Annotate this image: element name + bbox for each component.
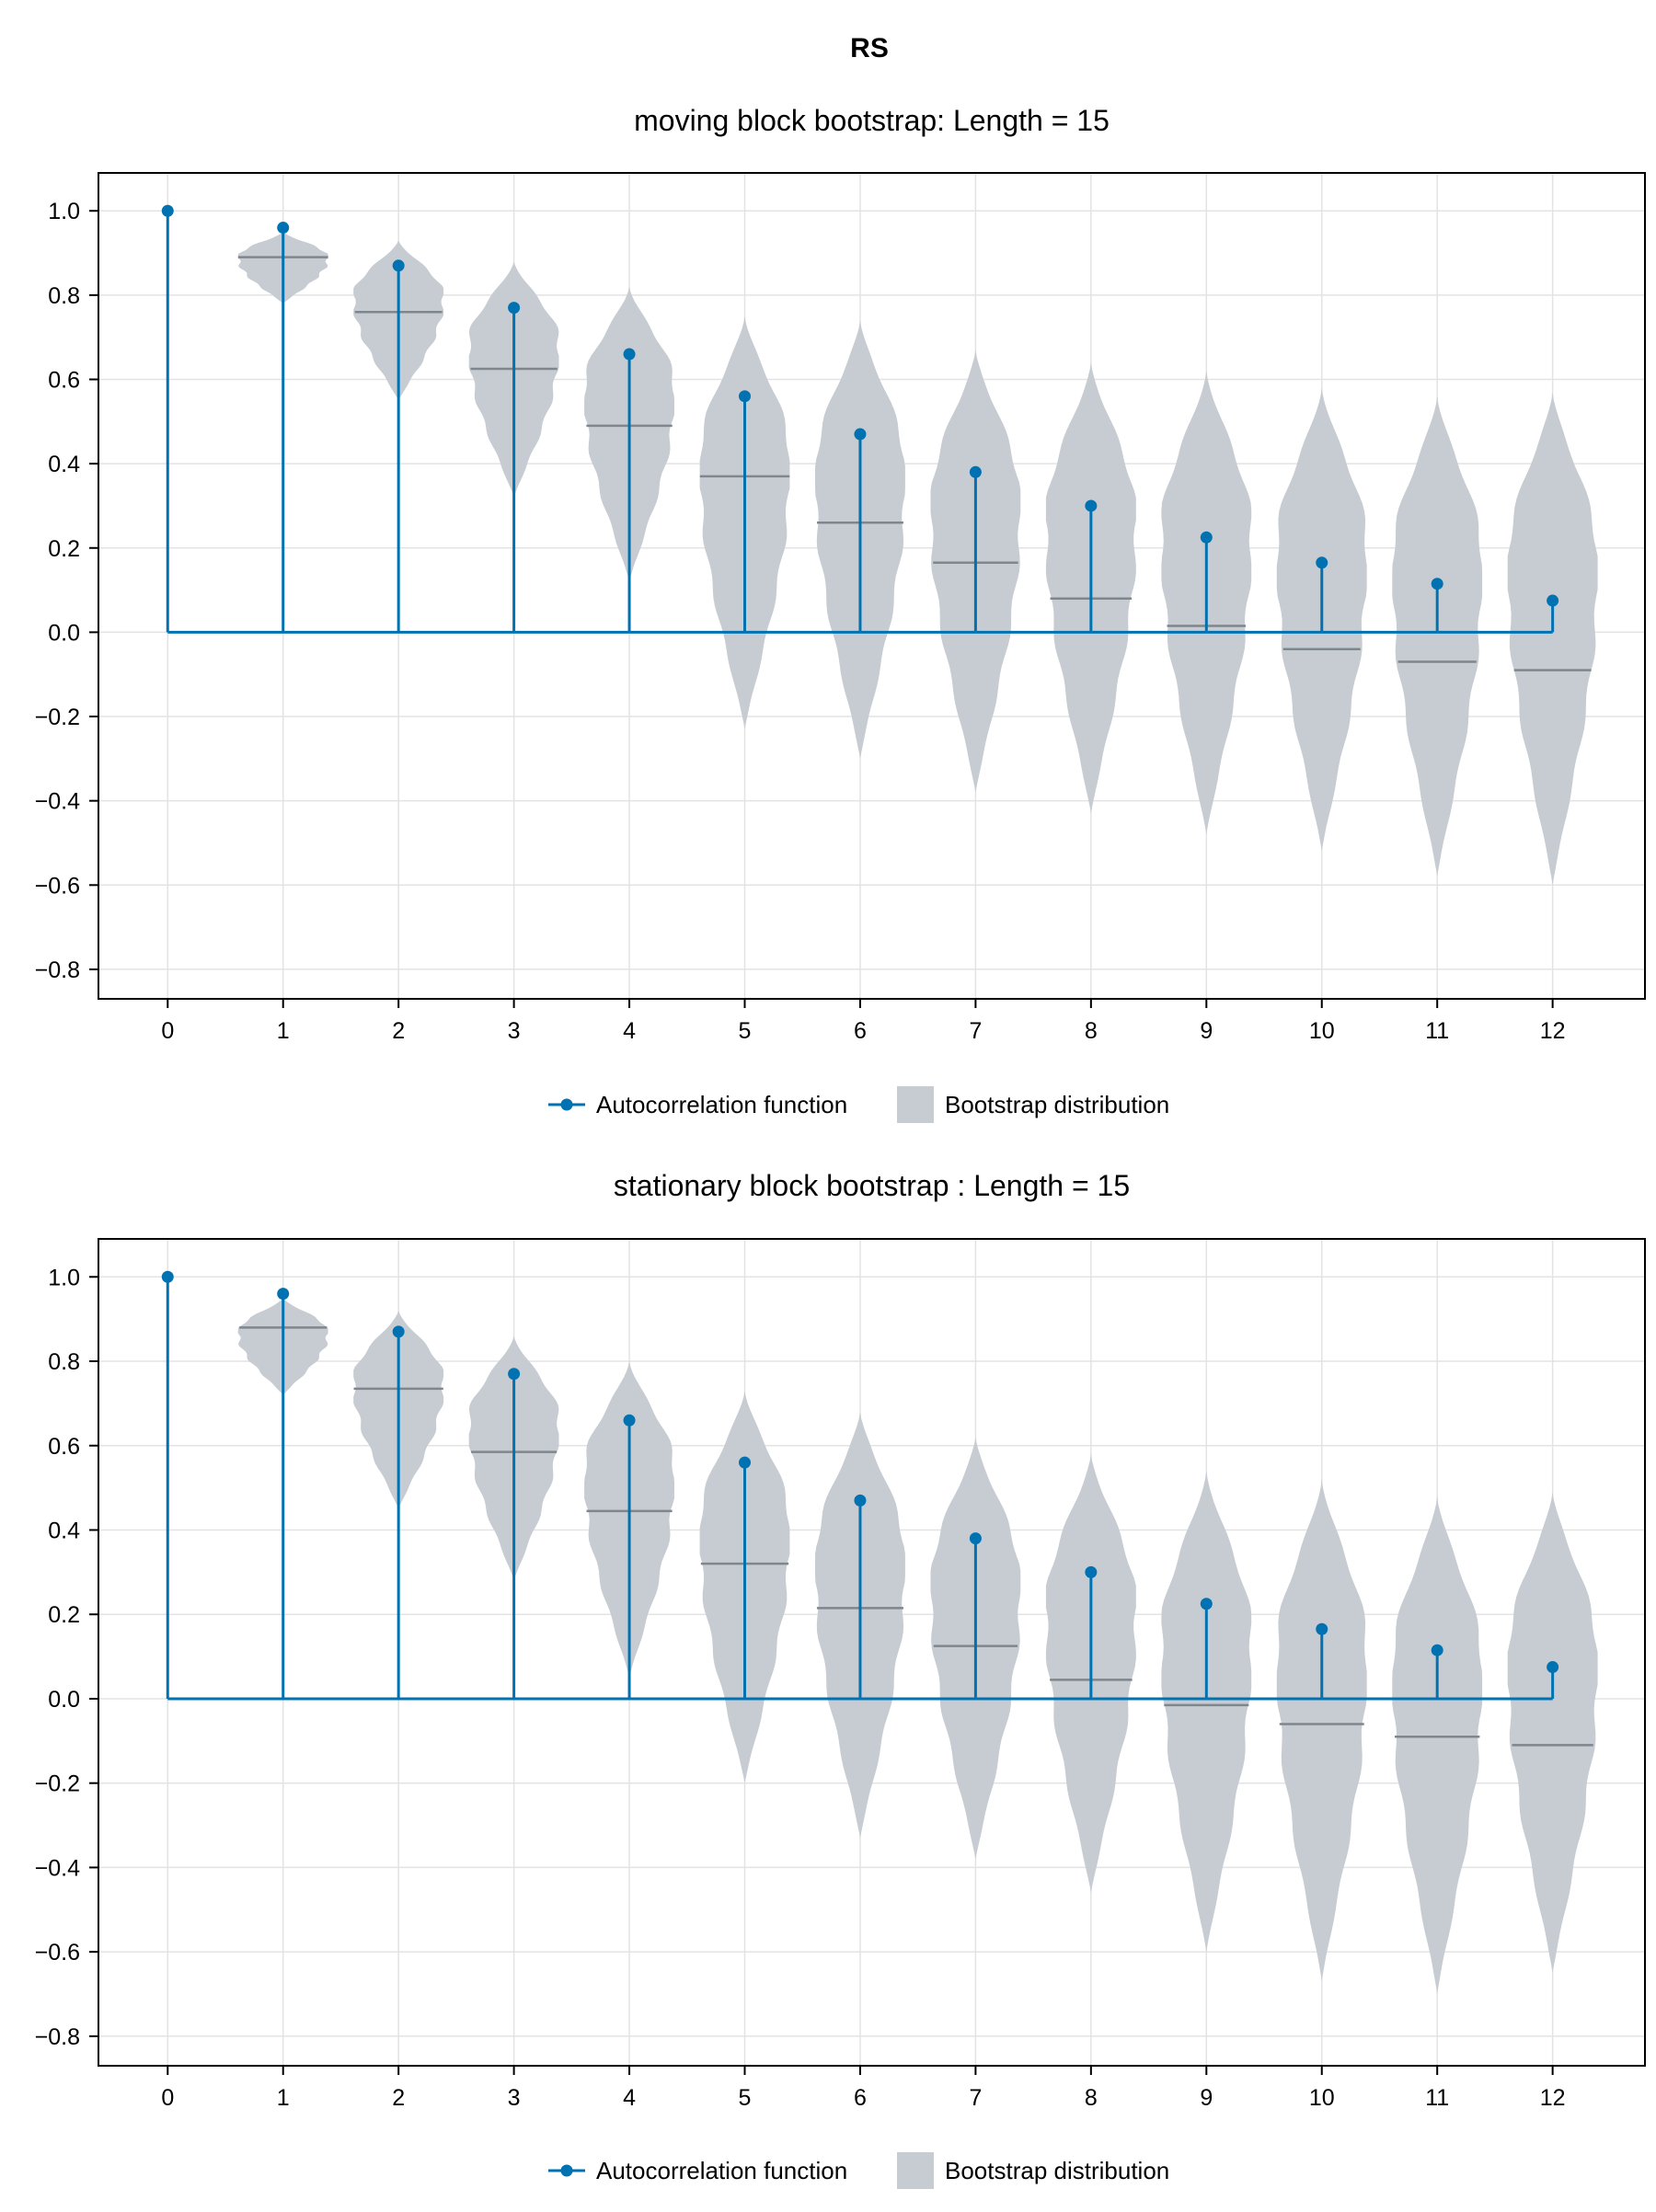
violin-lag-12 <box>1507 392 1598 886</box>
x-tick-label: 3 <box>508 2085 521 2111</box>
acf-point-lag-7 <box>969 465 982 478</box>
x-tick-label: 10 <box>1309 1018 1335 1044</box>
x-tick-label: 8 <box>1085 2085 1098 2111</box>
acf-point-lag-4 <box>623 1414 636 1427</box>
x-tick-label: 0 <box>161 2085 174 2111</box>
acf-point-lag-2 <box>392 1325 405 1338</box>
x-tick-label: 0 <box>161 1018 174 1044</box>
y-tick-label: 0.4 <box>48 1518 80 1543</box>
violin-lag-12 <box>1507 1492 1598 1974</box>
y-tick-label: −0.2 <box>35 705 80 730</box>
y-tick-label: 0.2 <box>48 536 80 562</box>
acf-point-lag-5 <box>739 1456 752 1469</box>
x-tick-label: 1 <box>277 2085 290 2111</box>
y-tick-label: −0.6 <box>35 873 80 899</box>
panel-title: stationary block bootstrap : Length = 15 <box>614 1169 1130 1202</box>
acf-point-lag-0 <box>161 204 174 217</box>
acf-point-lag-0 <box>161 1270 174 1283</box>
y-tick-label: 1.0 <box>48 1265 80 1290</box>
legend: Autocorrelation function Bootstrap distri… <box>548 2152 1169 2189</box>
legend-acf-marker <box>560 2164 573 2177</box>
x-tick-label: 12 <box>1540 1018 1566 1044</box>
y-tick-label: 0.2 <box>48 1602 80 1628</box>
x-tick-label: 7 <box>969 2085 982 2111</box>
acf-point-lag-12 <box>1547 594 1559 607</box>
legend-label-bootstrap: Bootstrap distribution <box>945 1091 1169 1118</box>
x-tick-label: 4 <box>623 1018 636 1044</box>
x-tick-label: 6 <box>854 2085 867 2111</box>
chart-panel-moving-block: moving block bootstrap: Length = 150 1 2 3 4… <box>35 104 1646 1123</box>
y-tick-label: 0.8 <box>48 1349 80 1375</box>
acf-point-lag-10 <box>1316 556 1328 569</box>
x-tick-label: 5 <box>739 2085 752 2111</box>
x-tick-label: 9 <box>1200 2085 1213 2111</box>
x-tick-label: 2 <box>392 1018 405 1044</box>
acf-point-lag-8 <box>1085 499 1098 512</box>
x-tick-label: 10 <box>1309 2085 1335 2111</box>
y-tick-label: −0.2 <box>35 1771 80 1797</box>
x-tick-label: 12 <box>1540 2085 1566 2111</box>
legend-bootstrap-swatch <box>897 1086 934 1123</box>
chart-panel-stationary-block: stationary block bootstrap : Length = 15… <box>35 1169 1646 2189</box>
y-tick-label: 0.6 <box>48 368 80 394</box>
acf-point-lag-7 <box>969 1532 982 1545</box>
y-tick-label: −0.4 <box>35 1855 80 1881</box>
acf-point-lag-11 <box>1431 578 1443 590</box>
acf-point-lag-1 <box>277 222 290 235</box>
plot-frame <box>98 172 1646 1000</box>
y-tick-label: −0.8 <box>35 957 80 983</box>
x-tick-label: 7 <box>969 1018 982 1044</box>
panel-title: moving block bootstrap: Length = 15 <box>634 104 1110 137</box>
legend-acf-marker <box>560 1098 573 1111</box>
plot-frame <box>98 1238 1646 2067</box>
figure-title: RS <box>850 33 889 63</box>
y-tick-label: 0.4 <box>48 452 80 477</box>
x-tick-label: 5 <box>739 1018 752 1044</box>
violin-lag-9 <box>1161 1471 1252 1953</box>
legend-label-acf: Autocorrelation function <box>596 1091 847 1118</box>
acf-point-lag-4 <box>623 348 636 361</box>
violin-lag-11 <box>1392 1496 1483 1994</box>
legend: Autocorrelation function Bootstrap distri… <box>548 1086 1169 1123</box>
y-tick-label: −0.6 <box>35 1940 80 1966</box>
acf-point-lag-10 <box>1316 1622 1328 1635</box>
acf-point-lag-3 <box>508 1368 521 1381</box>
x-tick-label: 1 <box>277 1018 290 1044</box>
y-tick-label: −0.8 <box>35 2024 80 2050</box>
acf-point-lag-2 <box>392 259 405 272</box>
y-tick-label: 1.0 <box>48 199 80 224</box>
acf-point-lag-11 <box>1431 1644 1443 1656</box>
acf-point-lag-6 <box>854 1494 867 1507</box>
acf-point-lag-8 <box>1085 1565 1098 1578</box>
violin-lag-11 <box>1392 395 1483 877</box>
acf-point-lag-5 <box>739 390 752 403</box>
y-tick-label: 0.0 <box>48 620 80 646</box>
acf-point-lag-1 <box>277 1288 290 1301</box>
acf-point-lag-3 <box>508 302 521 315</box>
x-tick-label: 6 <box>854 1018 867 1044</box>
legend-label-bootstrap: Bootstrap distribution <box>945 2157 1169 2184</box>
x-tick-label: 9 <box>1200 1018 1213 1044</box>
violin-lag-10 <box>1276 1479 1367 1982</box>
acf-point-lag-12 <box>1547 1661 1559 1674</box>
x-tick-label: 8 <box>1085 1018 1098 1044</box>
x-tick-label: 3 <box>508 1018 521 1044</box>
x-tick-label: 11 <box>1425 1018 1449 1044</box>
acf-point-lag-9 <box>1200 1598 1213 1610</box>
acf-point-lag-9 <box>1200 531 1213 544</box>
y-tick-label: 0.6 <box>48 1434 80 1460</box>
x-tick-label: 2 <box>392 2085 405 2111</box>
y-tick-label: 0.8 <box>48 283 80 309</box>
y-tick-label: 0.0 <box>48 1687 80 1713</box>
x-tick-label: 11 <box>1425 2085 1449 2111</box>
y-tick-label: −0.4 <box>35 789 80 815</box>
legend-bootstrap-swatch <box>897 2152 934 2189</box>
acf-point-lag-6 <box>854 428 867 441</box>
x-tick-label: 4 <box>623 2085 636 2111</box>
legend-label-acf: Autocorrelation function <box>596 2157 847 2184</box>
